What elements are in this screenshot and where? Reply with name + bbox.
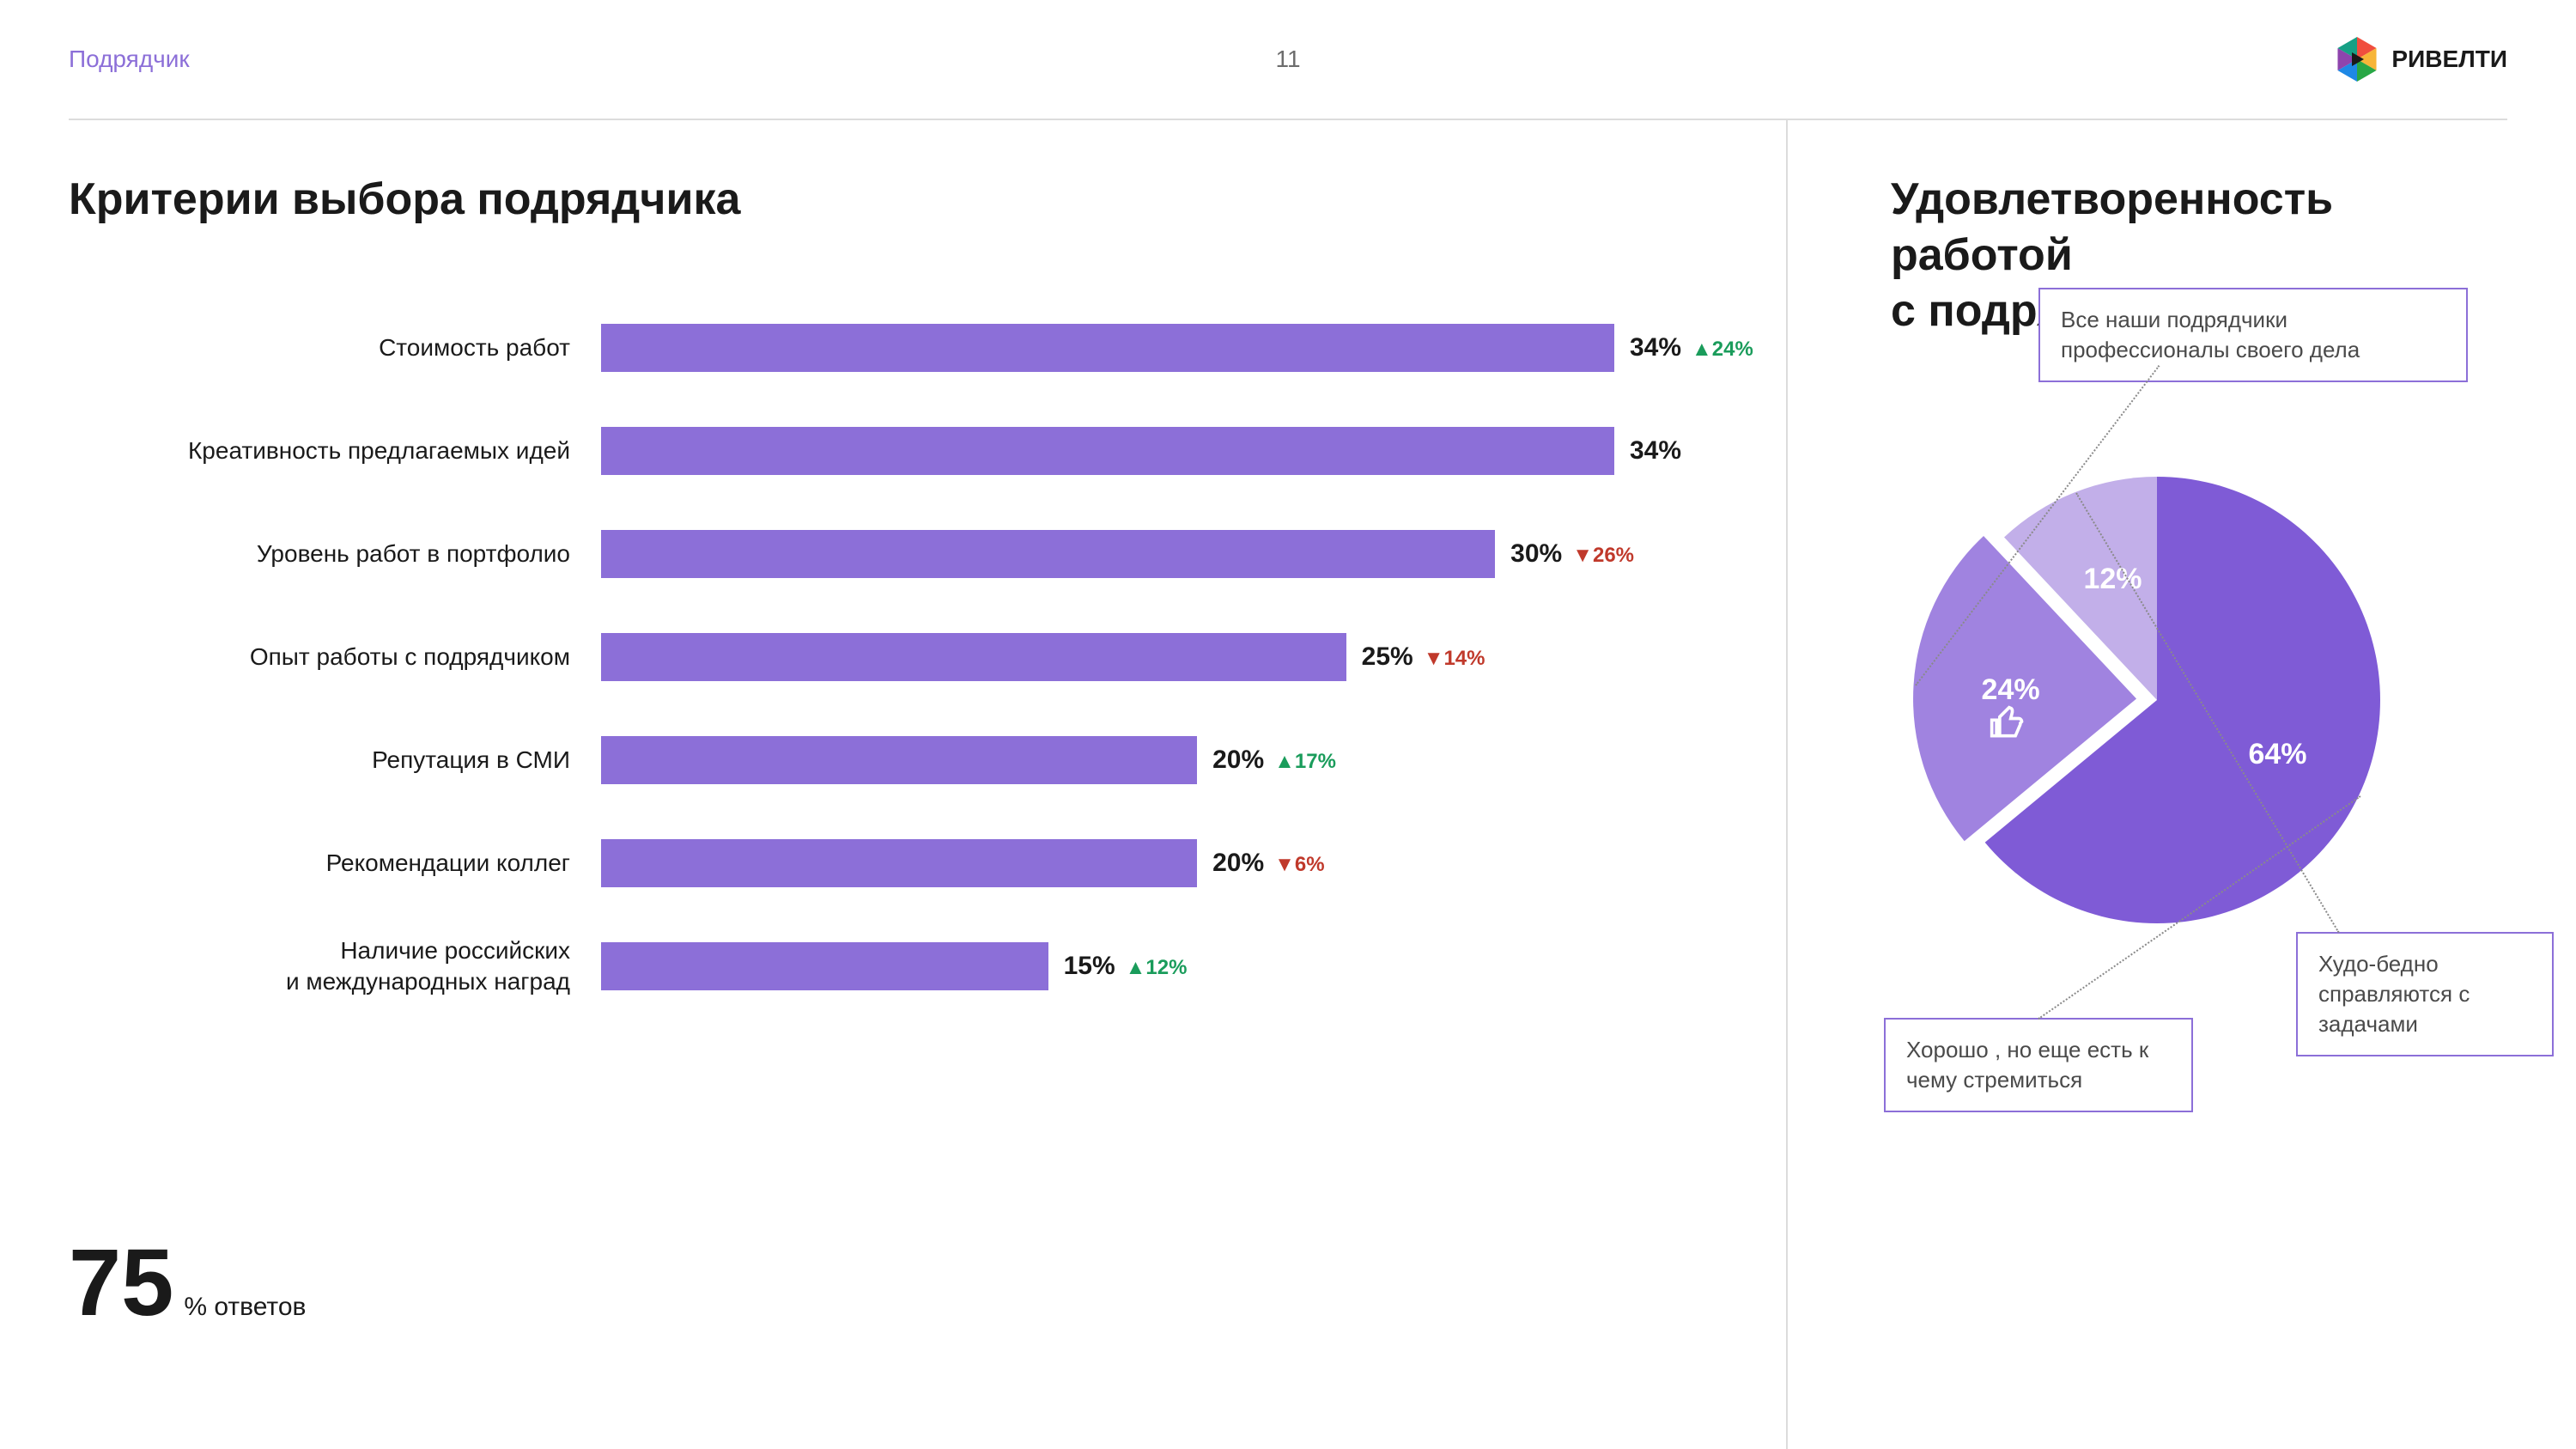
bar-values: 25% ▼14% — [1362, 642, 1485, 672]
bar-value: 30% — [1510, 539, 1562, 569]
footer-suffix: % ответов — [184, 1293, 306, 1322]
bar-delta: ▼26% — [1572, 544, 1634, 568]
bar-value: 20% — [1212, 849, 1264, 878]
bar-fill — [601, 427, 1614, 475]
bar-fill — [601, 839, 1197, 887]
right-panel: Удовлетворенностьработойс подрядчиком 64… — [1786, 120, 2507, 1449]
bar-chart: Стоимость работ34%▲24%Креативность предл… — [120, 296, 1752, 1018]
bar-row: Наличие российскихи международных наград… — [120, 915, 1752, 1018]
bar-label: Репутация в СМИ — [120, 745, 601, 776]
footer-stat: 75 % ответов — [69, 1228, 306, 1337]
footer-number: 75 — [69, 1228, 173, 1337]
bar-track: 20% ▼6% — [601, 839, 1614, 887]
bar-track: 34% — [601, 427, 1614, 475]
bar-track: 30%▼26% — [601, 530, 1614, 578]
bar-fill — [601, 736, 1197, 784]
pie-callout: Хорошо , но еще есть к чему стремиться — [1884, 1018, 2193, 1112]
bar-values: 34% ▲24% — [1630, 333, 1753, 362]
bar-delta: ▲17% — [1274, 750, 1336, 774]
bar-value: 34% — [1630, 333, 1681, 362]
page-header: Подрядчик 11 РИВЕЛТИ — [69, 0, 2507, 120]
bar-fill — [601, 530, 1495, 578]
bar-fill — [601, 324, 1614, 372]
bar-track: 25% ▼14% — [601, 633, 1614, 681]
bar-track: 15% ▲12% — [601, 942, 1614, 990]
bar-row: Креативность предлагаемых идей34% — [120, 399, 1752, 502]
pie-callout: Все наши подрядчики профессионалы своего… — [2038, 288, 2468, 382]
bar-values: 20% ▲17% — [1212, 746, 1336, 775]
bar-label: Стоимость работ — [120, 332, 601, 363]
bar-delta: ▼14% — [1424, 647, 1485, 671]
left-title: Критерии выбора подрядчика — [69, 172, 1752, 228]
bar-row: Опыт работы с подрядчиком 25% ▼14% — [120, 606, 1752, 709]
left-panel: Критерии выбора подрядчика Стоимость раб… — [69, 120, 1786, 1449]
bar-values: 15% ▲12% — [1064, 952, 1188, 981]
brand-logo: РИВЕЛТИ — [2333, 35, 2507, 83]
bar-row: Уровень работ в портфолио 30% ▼26% — [120, 502, 1752, 606]
logo-icon — [2333, 35, 2381, 83]
bar-value: 15% — [1064, 952, 1115, 981]
brand-name: РИВЕЛТИ — [2391, 46, 2507, 73]
bar-label: Уровень работ в портфолио — [120, 539, 601, 569]
bar-value: 25% — [1362, 642, 1413, 672]
page-number: 11 — [1275, 46, 1300, 73]
bar-track: 20% ▲17% — [601, 736, 1614, 784]
bar-label: Креативность предлагаемых идей — [120, 435, 601, 466]
section-label: Подрядчик — [69, 46, 190, 73]
bar-row: Стоимость работ 34% ▲24% — [120, 296, 1752, 399]
bar-values: 34% — [1630, 436, 1681, 466]
bar-delta: ▲12% — [1126, 956, 1188, 980]
bar-label: Опыт работы с подрядчиком — [120, 642, 601, 673]
bar-row: Репутация в СМИ 20% ▲17% — [120, 709, 1752, 812]
thumbs-up-icon — [1989, 704, 2026, 742]
pie-slice-label: 64% — [2248, 738, 2306, 771]
bar-label: Наличие российскихи международных наград — [120, 935, 601, 998]
bar-delta: ▲24% — [1692, 338, 1753, 362]
bar-values: 30% ▼26% — [1510, 539, 1634, 569]
bar-fill — [601, 633, 1346, 681]
bar-delta: ▼6% — [1274, 853, 1324, 877]
bar-value: 20% — [1212, 746, 1264, 775]
bar-track: 34%▲24% — [601, 324, 1614, 372]
bar-row: Рекомендации коллег 20% ▼6% — [120, 812, 1752, 915]
pie-callout: Худо-бедно справляются с задачами — [2296, 932, 2554, 1056]
pie-slice-label: 24% — [1982, 673, 2040, 707]
pie-chart: 64%24%12% — [1934, 477, 2380, 923]
bar-label: Рекомендации коллег — [120, 848, 601, 879]
bar-value: 34% — [1630, 436, 1681, 466]
bar-fill — [601, 942, 1048, 990]
bar-values: 20% ▼6% — [1212, 849, 1325, 878]
